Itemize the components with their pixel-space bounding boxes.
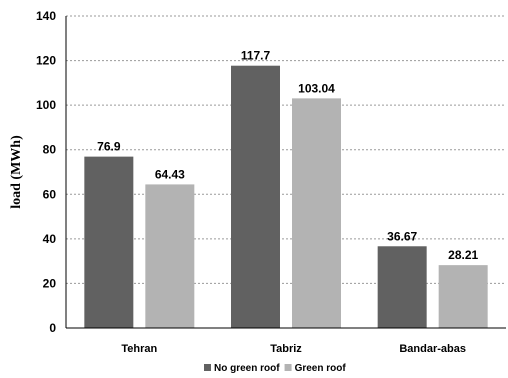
bar bbox=[377, 246, 427, 328]
y-tick-label: 60 bbox=[43, 187, 57, 201]
category-labels: Tehran Tabriz Bandar-abas bbox=[121, 343, 466, 355]
y-tick-label: 140 bbox=[36, 9, 56, 23]
data-label: 103.04 bbox=[298, 81, 335, 95]
bars bbox=[84, 65, 488, 328]
y-tick-label: 0 bbox=[49, 321, 56, 335]
y-tick-labels: 0 20 40 60 80 100 120 140 bbox=[36, 9, 56, 335]
bar bbox=[84, 156, 134, 328]
data-labels: 76.9 64.43 117.7 103.04 36.67 28.21 bbox=[97, 49, 478, 262]
y-tick-label: 120 bbox=[36, 54, 56, 68]
y-tick-label: 20 bbox=[43, 276, 57, 290]
data-label: 36.67 bbox=[387, 229, 417, 243]
category-label: Tabriz bbox=[270, 343, 302, 355]
y-tick-label: 40 bbox=[43, 232, 57, 246]
bar bbox=[438, 265, 488, 328]
data-label: 76.9 bbox=[97, 140, 121, 154]
y-axis-label: load (MWh) bbox=[9, 135, 24, 209]
category-label: Bandar-abas bbox=[399, 343, 466, 355]
data-label: 117.7 bbox=[241, 49, 271, 63]
bar bbox=[292, 98, 341, 328]
data-label: 64.43 bbox=[155, 167, 185, 181]
legend-label: No green roof bbox=[214, 363, 280, 374]
category-label: Tehran bbox=[121, 343, 157, 355]
legend-swatch bbox=[204, 364, 211, 371]
y-tick-label: 80 bbox=[43, 143, 57, 157]
legend-label: Green roof bbox=[295, 363, 347, 374]
axes bbox=[65, 16, 506, 329]
y-tick-label: 100 bbox=[36, 98, 56, 112]
legend-swatch bbox=[284, 364, 292, 371]
bar bbox=[145, 184, 195, 328]
bar bbox=[231, 65, 280, 328]
data-label: 28.21 bbox=[448, 248, 478, 262]
gridlines bbox=[66, 15, 506, 284]
legend: No green roof Green roof bbox=[204, 363, 346, 374]
